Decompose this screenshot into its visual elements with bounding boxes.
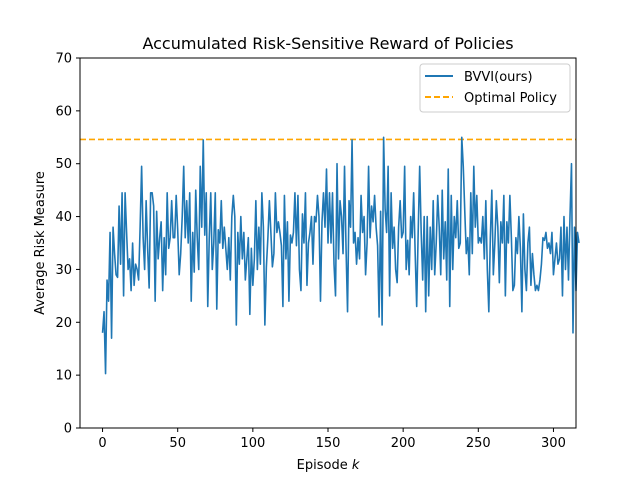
y-tick-label: 30 <box>55 263 72 278</box>
bvvi-line <box>101 136 580 375</box>
x-tick-label: 150 <box>316 436 341 451</box>
x-tick-label: 100 <box>240 436 265 451</box>
series-bvvi <box>101 136 580 375</box>
y-tick-label: 70 <box>55 52 72 67</box>
y-tick-label: 50 <box>55 157 72 172</box>
x-axis-label: Episode k <box>297 458 360 473</box>
x-axis-label-text: Episode <box>297 458 352 473</box>
legend-box <box>419 63 571 113</box>
x-tick-label: 50 <box>169 436 186 451</box>
legend-label-bvvi: BVVI(ours) <box>464 70 533 85</box>
legend-label-optimal-policy: Optimal Policy <box>464 91 557 106</box>
y-tick-label: 20 <box>55 316 72 331</box>
y-axis: 0 10 20 30 40 50 60 70 <box>55 52 80 437</box>
x-tick-label: 0 <box>98 436 106 451</box>
x-tick-label: 250 <box>466 436 491 451</box>
x-axis-label-variable: k <box>352 458 360 473</box>
x-axis: 0 50 100 150 200 250 300 <box>98 428 566 451</box>
y-tick-label: 40 <box>55 210 72 225</box>
x-tick-label: 300 <box>541 436 566 451</box>
legend: BVVI(ours) Optimal Policy <box>419 63 571 113</box>
y-tick-label: 0 <box>64 422 72 437</box>
chart-title: Accumulated Risk-Sensitive Reward of Pol… <box>142 34 513 53</box>
y-axis-label: Average Risk Measure <box>33 171 48 315</box>
plot-area <box>80 136 580 375</box>
y-tick-label: 10 <box>55 369 72 384</box>
y-tick-label: 60 <box>55 104 72 119</box>
x-tick-label: 200 <box>391 436 416 451</box>
